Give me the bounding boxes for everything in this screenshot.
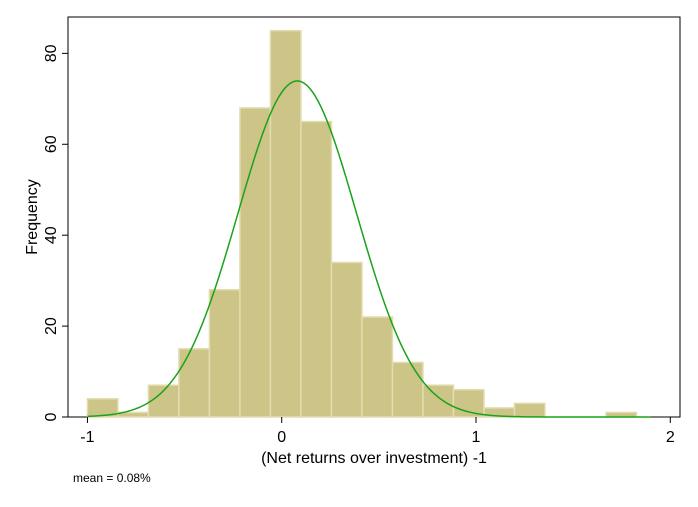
x-tick-label: -1 <box>80 429 94 446</box>
histogram-bar <box>513 402 546 418</box>
histogram-bar <box>361 316 394 418</box>
mean-note: mean = 0.08% <box>73 471 151 485</box>
y-tick-label: 0 <box>43 412 60 421</box>
y-tick-label: 60 <box>43 135 60 153</box>
histogram-bar <box>208 288 241 418</box>
histogram-bar <box>300 120 333 418</box>
y-tick-label: 80 <box>43 44 60 62</box>
histogram-bar <box>452 388 485 418</box>
x-tick-label: 1 <box>472 429 481 446</box>
histogram-bar <box>86 398 119 418</box>
y-axis-title: Frequency <box>24 179 41 255</box>
histogram-bar <box>422 384 455 418</box>
y-tick-label: 40 <box>43 226 60 244</box>
x-axis-title: (Net returns over investment) -1 <box>261 450 487 467</box>
x-tick-label: 2 <box>666 429 675 446</box>
histogram-bar <box>330 261 363 418</box>
histogram-bars <box>86 29 638 418</box>
y-tick-label: 20 <box>43 317 60 335</box>
histogram-bar <box>239 107 272 418</box>
x-tick-label: 0 <box>277 429 286 446</box>
normal-density-curve <box>87 80 651 418</box>
histogram-bar <box>269 29 302 418</box>
histogram-bar <box>178 348 211 418</box>
histogram-bar <box>391 361 424 418</box>
